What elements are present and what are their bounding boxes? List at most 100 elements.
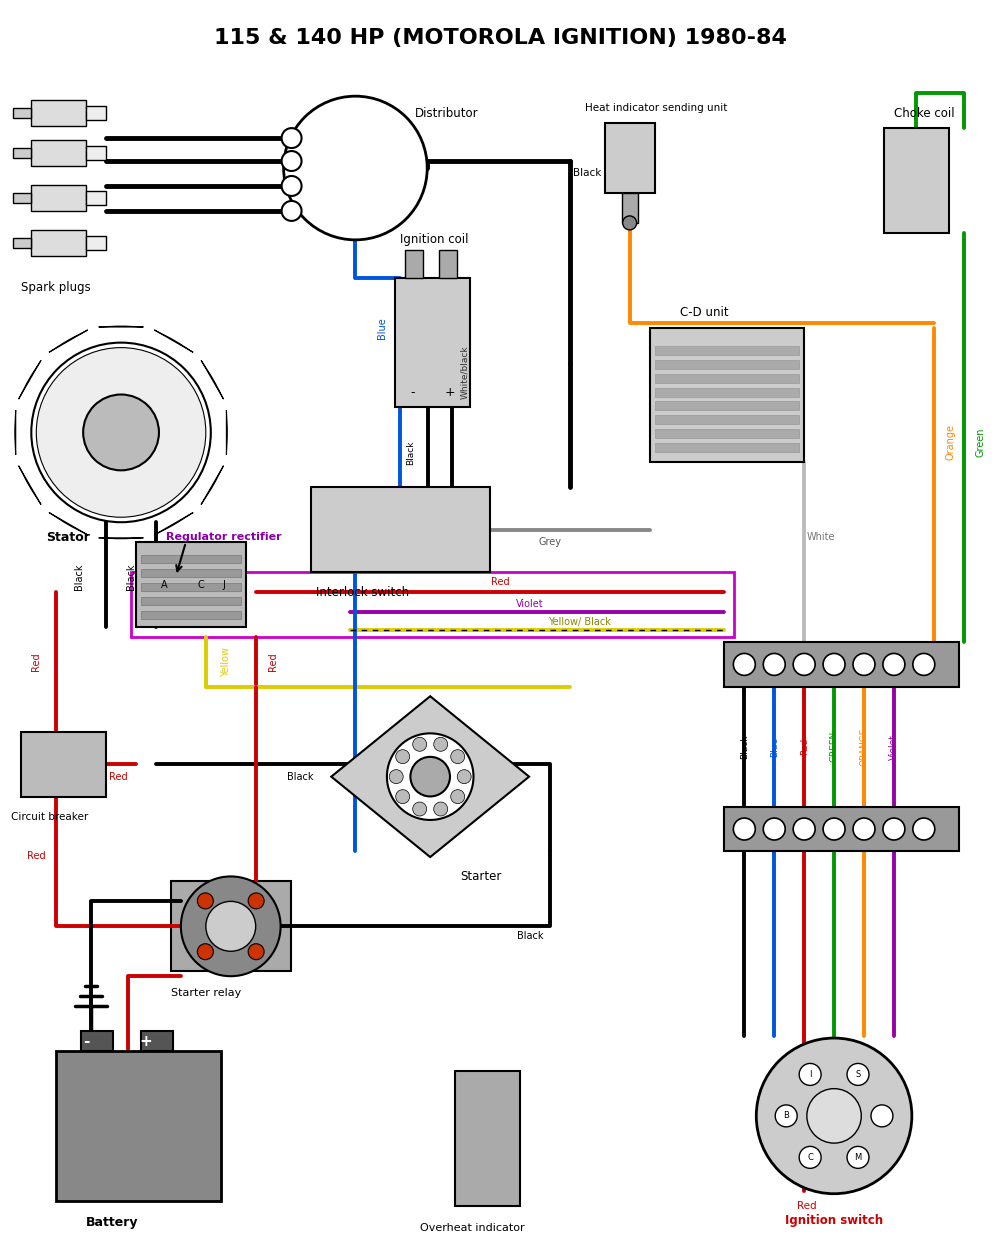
Circle shape — [389, 770, 403, 784]
Circle shape — [823, 818, 845, 840]
Bar — [655, 345, 799, 355]
Bar — [31, 185, 86, 211]
Bar — [86, 147, 106, 160]
Circle shape — [206, 902, 256, 951]
Text: Yellow: Yellow — [221, 647, 231, 677]
Bar — [141, 555, 241, 563]
Circle shape — [623, 216, 637, 230]
Circle shape — [853, 653, 875, 676]
Circle shape — [248, 944, 264, 960]
Text: Black: Black — [517, 932, 543, 941]
Bar — [13, 148, 31, 158]
Bar — [141, 1031, 173, 1051]
Bar — [622, 193, 638, 222]
Text: Red: Red — [491, 578, 509, 587]
Circle shape — [282, 176, 302, 196]
Bar — [86, 106, 106, 120]
Circle shape — [883, 818, 905, 840]
Text: S: S — [855, 1069, 861, 1079]
Circle shape — [83, 395, 159, 471]
Bar — [655, 430, 799, 438]
Circle shape — [799, 1063, 821, 1086]
Text: Black: Black — [740, 734, 749, 759]
Text: Red: Red — [27, 852, 46, 862]
Circle shape — [387, 733, 473, 820]
Text: Green: Green — [976, 427, 986, 457]
Text: Violet: Violet — [889, 734, 898, 760]
Circle shape — [756, 1038, 912, 1194]
Text: White/black: White/black — [461, 345, 470, 400]
Text: -: - — [83, 1033, 89, 1048]
Circle shape — [410, 756, 450, 796]
Bar — [655, 443, 799, 452]
Text: Blue: Blue — [377, 317, 387, 339]
Bar — [141, 569, 241, 578]
Bar — [655, 388, 799, 396]
Bar — [724, 642, 959, 687]
Bar — [141, 611, 241, 619]
Text: GREEN: GREEN — [830, 732, 839, 763]
Polygon shape — [49, 330, 88, 353]
Circle shape — [733, 653, 755, 676]
Circle shape — [763, 653, 785, 676]
Bar — [605, 123, 655, 193]
Text: Regulator rectifier: Regulator rectifier — [166, 532, 282, 543]
Bar — [31, 230, 86, 256]
Bar — [171, 882, 291, 971]
Circle shape — [396, 790, 410, 804]
Polygon shape — [201, 360, 223, 399]
Bar — [31, 140, 86, 166]
Text: Battery: Battery — [86, 1216, 139, 1230]
Bar — [439, 250, 457, 278]
Circle shape — [396, 750, 410, 764]
Circle shape — [775, 1105, 797, 1126]
Circle shape — [282, 152, 302, 171]
Polygon shape — [19, 360, 41, 399]
Text: Starter: Starter — [460, 869, 501, 883]
Bar — [56, 1051, 221, 1201]
Bar — [395, 278, 470, 407]
Text: B: B — [783, 1112, 789, 1120]
Text: C: C — [197, 580, 204, 590]
Bar — [13, 238, 31, 248]
Bar — [455, 1071, 520, 1206]
Bar — [141, 597, 241, 605]
Text: Starter relay: Starter relay — [171, 989, 241, 999]
Text: Red: Red — [800, 738, 809, 755]
Text: Black: Black — [287, 771, 314, 781]
Bar — [13, 108, 31, 118]
Circle shape — [434, 738, 448, 751]
Bar — [405, 250, 423, 278]
Bar — [86, 191, 106, 205]
Text: Red: Red — [109, 771, 128, 781]
Circle shape — [451, 790, 465, 804]
Bar — [724, 806, 959, 852]
Text: Choke coil: Choke coil — [894, 107, 955, 119]
Text: White: White — [807, 532, 836, 543]
Text: Red: Red — [797, 1201, 817, 1211]
Text: C: C — [807, 1153, 813, 1161]
Polygon shape — [19, 466, 41, 504]
Polygon shape — [49, 513, 88, 535]
Circle shape — [248, 893, 264, 909]
Bar — [311, 487, 490, 573]
Bar — [141, 582, 241, 591]
Circle shape — [763, 818, 785, 840]
Polygon shape — [331, 697, 529, 857]
Circle shape — [913, 818, 935, 840]
Bar — [655, 416, 799, 425]
Text: Overheat indicator: Overheat indicator — [420, 1222, 525, 1232]
Text: C-D unit: C-D unit — [680, 307, 728, 319]
Circle shape — [197, 944, 213, 960]
Bar — [13, 193, 31, 202]
Bar — [655, 401, 799, 410]
Text: J: J — [222, 580, 225, 590]
Bar — [136, 543, 246, 627]
Text: Red: Red — [268, 652, 278, 671]
Circle shape — [883, 653, 905, 676]
Text: Distributor: Distributor — [415, 107, 479, 119]
Text: Black: Black — [573, 168, 601, 178]
Circle shape — [413, 802, 427, 816]
Circle shape — [31, 343, 211, 522]
Circle shape — [197, 893, 213, 909]
